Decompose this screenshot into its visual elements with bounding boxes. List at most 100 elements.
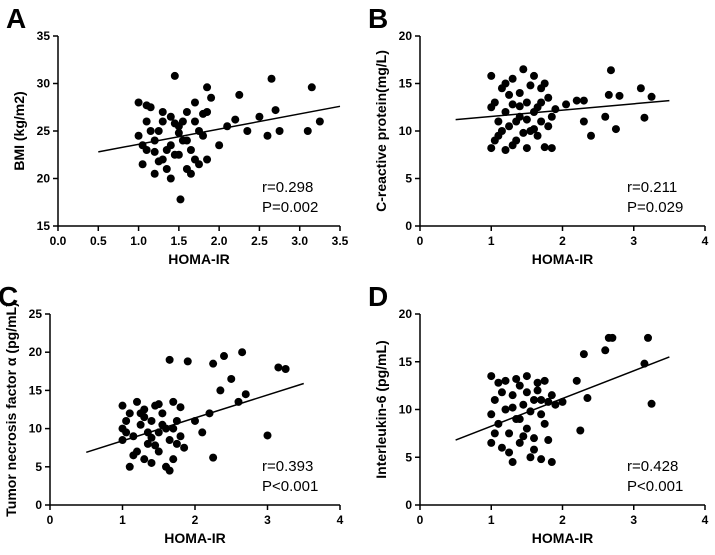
point <box>169 424 178 433</box>
y-tick-label: 10 <box>399 124 413 138</box>
point <box>203 83 212 92</box>
point <box>583 394 592 403</box>
trendline <box>98 105 341 153</box>
point <box>186 146 195 154</box>
point <box>169 455 178 464</box>
point <box>537 395 546 404</box>
point <box>551 105 560 114</box>
point <box>122 428 131 437</box>
x-axis-label: HOMA-IR <box>532 251 593 267</box>
point <box>611 125 620 134</box>
point <box>203 155 212 164</box>
point <box>515 102 524 111</box>
x-tick-label: 1.0 <box>130 234 147 248</box>
point <box>154 157 163 166</box>
point <box>125 462 134 471</box>
point <box>540 79 549 88</box>
point <box>547 144 556 153</box>
point <box>544 436 553 445</box>
point <box>505 90 514 99</box>
point <box>547 391 556 400</box>
point <box>490 395 499 404</box>
point <box>547 112 556 121</box>
point <box>235 90 244 99</box>
point <box>307 83 316 92</box>
point <box>519 432 528 441</box>
point <box>533 386 542 395</box>
point <box>522 424 531 433</box>
point <box>487 438 496 447</box>
point <box>537 410 546 419</box>
point <box>122 416 131 425</box>
point <box>501 405 510 414</box>
point <box>497 443 506 452</box>
point <box>154 400 163 409</box>
point <box>133 397 141 406</box>
point <box>519 65 528 74</box>
point <box>515 381 524 390</box>
point <box>165 355 174 364</box>
y-tick-label: 25 <box>37 124 51 138</box>
point <box>178 117 187 126</box>
y-tick-label: 15 <box>37 219 51 233</box>
point <box>508 141 517 150</box>
y-tick-label: 20 <box>399 29 413 43</box>
point <box>579 350 588 359</box>
point <box>487 410 496 419</box>
point <box>508 74 517 83</box>
point <box>487 103 496 112</box>
point <box>209 453 218 462</box>
x-tick-label: 3.0 <box>291 234 308 248</box>
point <box>515 89 524 97</box>
point <box>172 439 181 448</box>
point <box>263 131 272 140</box>
point <box>238 348 247 357</box>
point <box>530 434 538 443</box>
point <box>158 108 167 116</box>
point <box>203 108 212 116</box>
x-tick-label: 0.5 <box>90 234 107 248</box>
y-tick-label: 15 <box>29 383 43 397</box>
point <box>195 160 203 169</box>
point <box>241 390 250 399</box>
y-tick-label: 5 <box>35 460 42 474</box>
y-axis-label: Tumor necrosis factor α (pg/mL) <box>3 302 19 516</box>
point <box>158 117 167 126</box>
point <box>522 372 531 381</box>
point <box>275 127 284 135</box>
x-tick-label: 0 <box>417 513 424 527</box>
annotation: P=0.002 <box>262 199 318 216</box>
point <box>146 127 155 135</box>
point <box>544 122 553 131</box>
point <box>544 93 553 102</box>
point <box>522 98 531 107</box>
point <box>170 150 179 159</box>
point <box>147 458 156 467</box>
annotation: r=0.298 <box>262 179 313 196</box>
x-tick-label: 1 <box>488 234 495 248</box>
point <box>512 374 521 383</box>
point <box>530 71 538 80</box>
point <box>129 451 138 460</box>
point <box>182 136 191 145</box>
point <box>166 112 175 121</box>
point <box>636 84 645 93</box>
point <box>579 96 588 105</box>
y-tick-label: 15 <box>399 355 413 369</box>
point <box>166 174 175 183</box>
point <box>615 91 624 100</box>
point <box>608 333 617 342</box>
annotation: P=0.029 <box>627 199 683 216</box>
point <box>515 438 524 447</box>
panel: D 0 5 10 15 20 0 1 2 3 4 HOMA-IR Interleukin-6 (pg/m… <box>368 281 709 546</box>
point <box>644 333 652 342</box>
point <box>497 388 506 397</box>
point <box>606 66 615 75</box>
y-tick-label: 10 <box>399 403 413 417</box>
point <box>199 131 208 140</box>
point <box>227 374 236 383</box>
point <box>198 428 207 437</box>
y-tick-label: 20 <box>37 172 51 186</box>
point <box>562 100 571 109</box>
